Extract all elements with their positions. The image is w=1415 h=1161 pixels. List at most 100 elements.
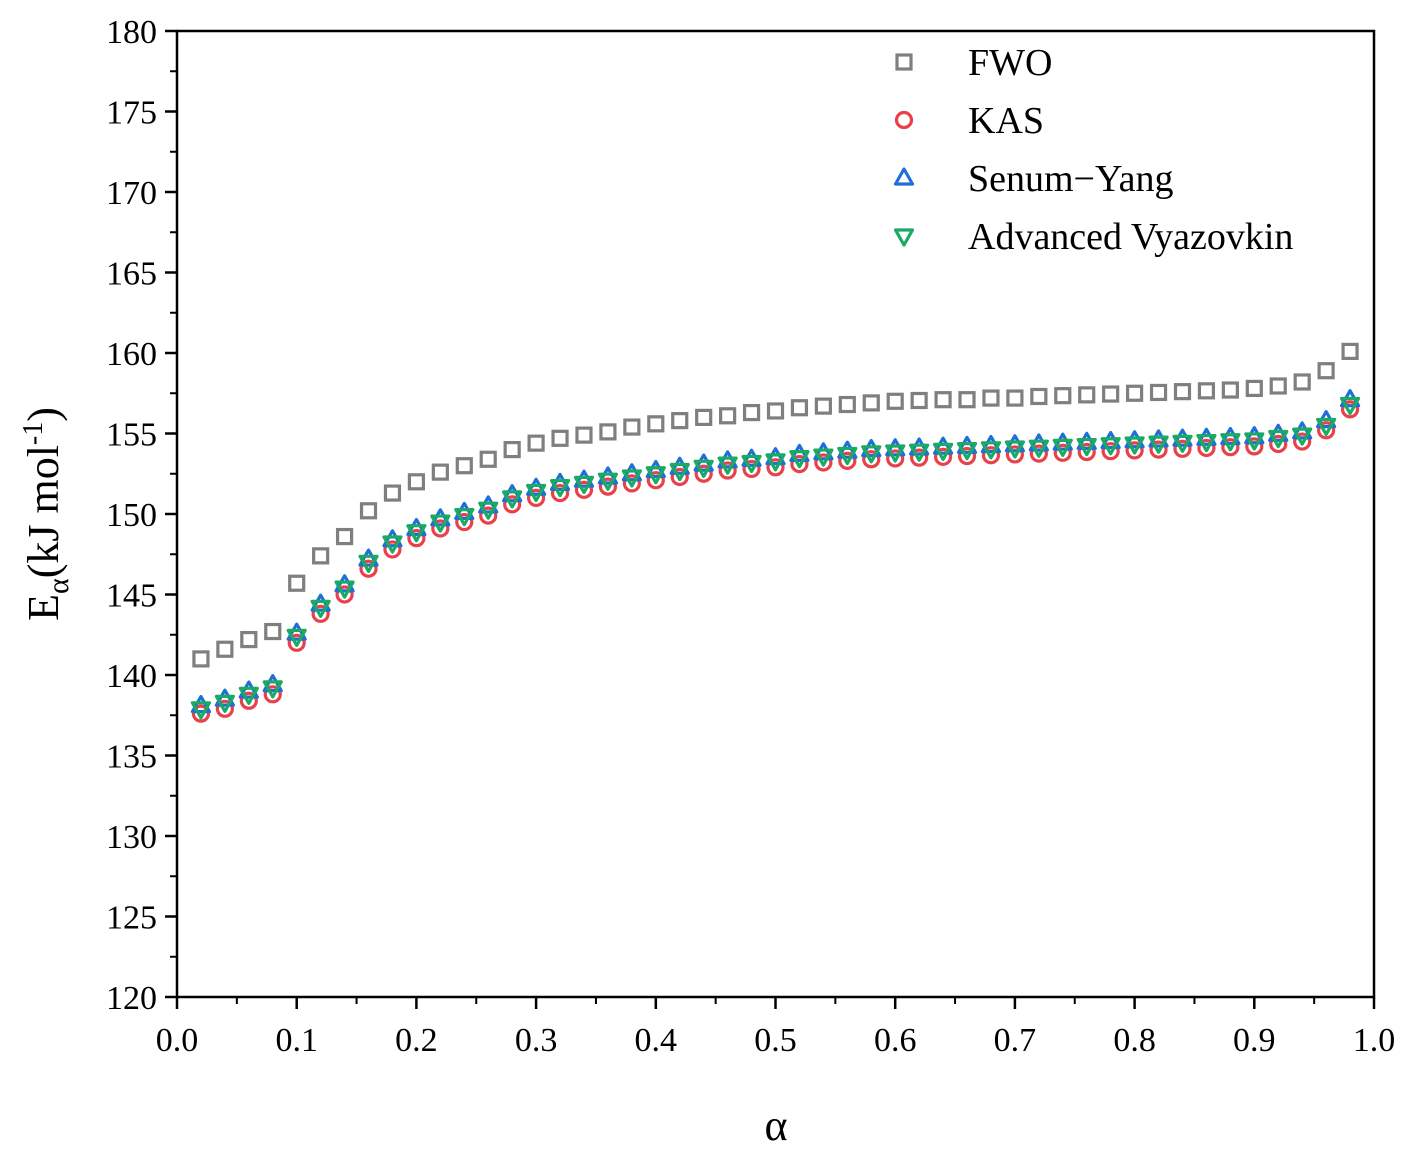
- data-point: [838, 395, 856, 414]
- data-point: [861, 445, 882, 464]
- data-point: [263, 685, 282, 704]
- data-point: [599, 423, 617, 441]
- data-point: [1244, 432, 1265, 451]
- data-point: [934, 391, 952, 409]
- data-point: [981, 446, 1001, 465]
- x-tick-label: 0.5: [754, 1022, 797, 1059]
- legend-item: Advanced Vyazovkin: [893, 216, 1293, 258]
- data-point: [1053, 443, 1072, 462]
- y-tick-label: 175: [106, 95, 157, 132]
- data-point: [1005, 445, 1025, 464]
- data-point: [1148, 435, 1169, 454]
- data-point: [719, 407, 737, 425]
- x-tick-label: 0.2: [395, 1022, 438, 1059]
- data-point: [862, 394, 880, 412]
- data-point: [670, 467, 689, 487]
- series-kas: [191, 400, 1360, 723]
- data-point: [264, 622, 282, 641]
- data-point: [454, 508, 475, 527]
- data-point: [671, 412, 689, 430]
- data-point: [718, 461, 737, 480]
- data-point: [1293, 432, 1312, 451]
- data-point: [288, 574, 306, 592]
- data-point: [1054, 387, 1072, 405]
- data-point: [932, 442, 954, 462]
- x-axis-title: α: [764, 1101, 787, 1150]
- y-tick-label: 125: [106, 900, 157, 937]
- y-tick-label: 130: [106, 819, 157, 856]
- data-point: [359, 559, 378, 578]
- legend-marker: [893, 167, 915, 186]
- legend-marker: [894, 110, 914, 130]
- data-point: [1269, 377, 1287, 395]
- data-point: [790, 399, 809, 417]
- data-point: [431, 519, 450, 538]
- data-point: [1006, 389, 1024, 407]
- data-point: [214, 694, 235, 713]
- data-point: [286, 628, 307, 647]
- data-point: [838, 451, 857, 470]
- data-point: [430, 514, 451, 533]
- data-point: [1172, 434, 1193, 453]
- data-point: [503, 441, 521, 459]
- y-tick-label: 145: [106, 578, 157, 615]
- data-point: [693, 459, 714, 478]
- data-point: [287, 633, 306, 652]
- x-tick-label: 0.7: [994, 1022, 1037, 1059]
- y-tick-label: 150: [106, 497, 157, 534]
- data-point: [933, 447, 953, 466]
- data-point: [1149, 440, 1168, 459]
- data-point: [717, 456, 738, 475]
- data-point: [215, 699, 234, 718]
- data-point: [837, 446, 858, 466]
- data-point: [240, 630, 258, 649]
- data-point: [1316, 417, 1337, 437]
- data-point: [479, 450, 497, 468]
- data-point: [1029, 444, 1048, 463]
- data-point: [1293, 373, 1311, 391]
- data-point: [383, 540, 402, 559]
- x-tick-label: 0.8: [1113, 1022, 1156, 1059]
- data-point: [910, 448, 929, 467]
- y-axis-title-superscript: -1: [18, 422, 49, 445]
- data-point: [406, 524, 427, 543]
- data-point: [479, 506, 498, 525]
- data-point: [526, 488, 546, 507]
- data-point: [1173, 439, 1192, 458]
- data-point: [238, 686, 259, 705]
- legend-marker: [893, 228, 915, 247]
- data-point: [1197, 438, 1216, 458]
- data-point: [1101, 442, 1120, 461]
- data-point: [190, 701, 212, 720]
- data-markers: [190, 342, 1361, 723]
- data-point: [766, 402, 785, 420]
- data-point: [742, 403, 761, 422]
- data-point: [910, 391, 928, 410]
- data-point: [1196, 433, 1217, 453]
- y-axis-title: Eα(kJ mol-1): [18, 407, 75, 621]
- data-point: [1220, 433, 1241, 452]
- data-point: [478, 501, 499, 520]
- data-point: [598, 477, 618, 496]
- data-point: [216, 640, 234, 658]
- data-point: [1077, 442, 1096, 462]
- legend: FWO KAS Senum−Yang Advanced Vyazovkin: [893, 42, 1293, 258]
- data-point: [909, 443, 930, 462]
- y-tick-label: 140: [106, 658, 157, 695]
- data-point: [335, 527, 354, 546]
- data-point: [311, 604, 330, 623]
- data-point: [1125, 384, 1144, 402]
- y-tick-label: 135: [106, 739, 157, 776]
- data-point: [455, 457, 473, 475]
- axis-ticks: [165, 29, 1376, 1009]
- data-point: [573, 475, 595, 495]
- data-point: [765, 453, 786, 472]
- y-axis-title-base: E: [19, 594, 68, 621]
- data-point: [1245, 379, 1263, 398]
- legend-label: FWO: [968, 42, 1052, 84]
- data-point: [525, 483, 547, 503]
- data-point: [789, 450, 810, 469]
- data-point: [886, 449, 905, 468]
- data-point: [669, 462, 690, 482]
